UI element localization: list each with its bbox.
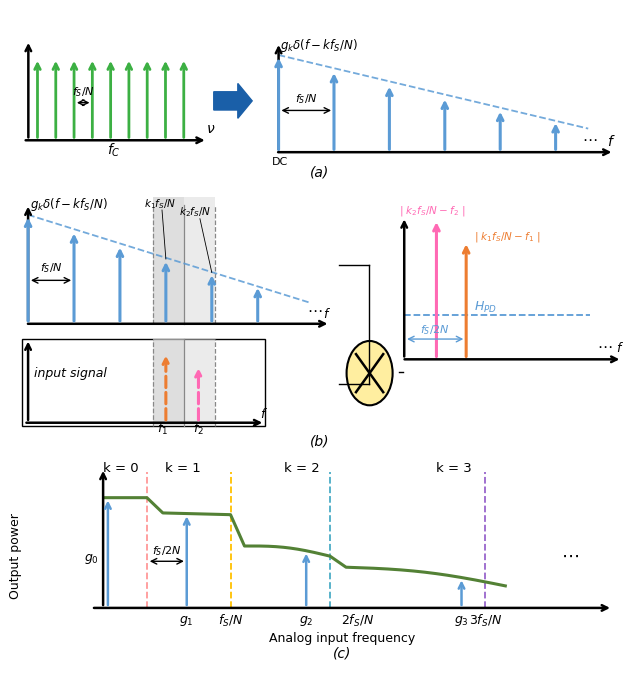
Text: $k_2f_S/N$: $k_2f_S/N$ <box>179 205 212 218</box>
Bar <box>22 339 265 426</box>
Text: $f$: $f$ <box>616 341 624 355</box>
Text: k = 2: k = 2 <box>284 462 320 475</box>
Text: $g_1$: $g_1$ <box>179 614 194 628</box>
Text: $f_S/N$: $f_S/N$ <box>40 262 63 276</box>
Bar <box>184 198 215 324</box>
Bar <box>152 339 184 426</box>
Bar <box>152 198 184 324</box>
Text: (c): (c) <box>333 646 351 660</box>
Text: $f_S/2N$: $f_S/2N$ <box>152 545 182 558</box>
Text: k = 1: k = 1 <box>165 462 200 475</box>
Text: $f$: $f$ <box>607 134 615 149</box>
Text: $2f_S/N$: $2f_S/N$ <box>341 613 374 629</box>
Text: $3f_S/N$: $3f_S/N$ <box>468 613 502 629</box>
Text: input signal: input signal <box>34 367 107 380</box>
Text: $|\ k_1f_S/N - f_1\ |$: $|\ k_1f_S/N - f_1\ |$ <box>474 230 540 244</box>
Text: k = 3: k = 3 <box>436 462 472 475</box>
Text: k = 0: k = 0 <box>103 462 139 475</box>
Text: $H_{PD}$: $H_{PD}$ <box>474 299 497 314</box>
Text: $\cdots$: $\cdots$ <box>598 338 613 353</box>
Text: $g_3$: $g_3$ <box>454 614 469 628</box>
Text: Output power: Output power <box>10 513 22 599</box>
Bar <box>184 339 215 426</box>
Text: $f$: $f$ <box>323 307 332 321</box>
Text: $f_1$: $f_1$ <box>157 422 168 437</box>
Text: $g_0$: $g_0$ <box>84 552 99 567</box>
Text: Analog input frequency: Analog input frequency <box>269 632 415 645</box>
Text: $f$: $f$ <box>260 407 268 421</box>
Text: $g_2$: $g_2$ <box>299 614 314 628</box>
Text: (b): (b) <box>310 435 330 448</box>
Text: $f_C$: $f_C$ <box>108 142 121 159</box>
Text: $f_2$: $f_2$ <box>193 422 204 437</box>
Text: $g_k\delta(f - kf_S/N)$: $g_k\delta(f - kf_S/N)$ <box>29 196 108 213</box>
Text: (a): (a) <box>310 165 330 179</box>
Text: DC: DC <box>272 157 288 167</box>
Text: $f_S/N$: $f_S/N$ <box>72 85 95 99</box>
Text: $|\ k_2f_S/N - f_2\ |$: $|\ k_2f_S/N - f_2\ |$ <box>399 205 466 218</box>
Text: $\cdots$: $\cdots$ <box>582 131 597 146</box>
Text: $f_S/N$: $f_S/N$ <box>218 613 243 629</box>
Text: $\cdots$: $\cdots$ <box>307 302 322 317</box>
Text: $\nu$: $\nu$ <box>207 122 216 136</box>
Text: $f_S/2N$: $f_S/2N$ <box>420 323 450 337</box>
Text: $f_S/N$: $f_S/N$ <box>295 92 317 106</box>
FancyArrow shape <box>214 84 252 118</box>
Text: $k_1f_S/N$: $k_1f_S/N$ <box>144 198 176 211</box>
Circle shape <box>347 341 392 406</box>
Text: $\cdots$: $\cdots$ <box>561 547 579 565</box>
Text: $g_k\delta(f - kf_S/N)$: $g_k\delta(f - kf_S/N)$ <box>280 37 358 54</box>
